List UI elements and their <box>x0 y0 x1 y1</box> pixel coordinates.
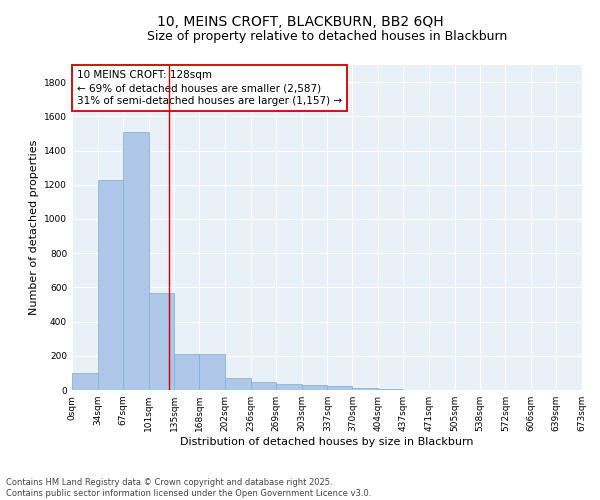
Y-axis label: Number of detached properties: Number of detached properties <box>29 140 38 315</box>
Bar <box>251 382 276 390</box>
Text: 10 MEINS CROFT: 128sqm
← 69% of detached houses are smaller (2,587)
31% of semi-: 10 MEINS CROFT: 128sqm ← 69% of detached… <box>77 70 342 106</box>
Bar <box>352 388 378 390</box>
Title: Size of property relative to detached houses in Blackburn: Size of property relative to detached ho… <box>147 30 507 43</box>
Bar <box>225 378 251 390</box>
Bar <box>123 132 149 390</box>
Bar <box>328 386 352 390</box>
Text: Contains HM Land Registry data © Crown copyright and database right 2025.
Contai: Contains HM Land Registry data © Crown c… <box>6 478 371 498</box>
X-axis label: Distribution of detached houses by size in Blackburn: Distribution of detached houses by size … <box>180 437 474 447</box>
Bar <box>98 180 123 390</box>
Bar <box>276 384 302 390</box>
Bar <box>149 294 175 390</box>
Bar <box>378 389 403 390</box>
Bar <box>72 373 98 390</box>
Bar <box>302 385 328 390</box>
Bar <box>175 354 199 390</box>
Bar <box>199 354 225 390</box>
Text: 10, MEINS CROFT, BLACKBURN, BB2 6QH: 10, MEINS CROFT, BLACKBURN, BB2 6QH <box>157 15 443 29</box>
